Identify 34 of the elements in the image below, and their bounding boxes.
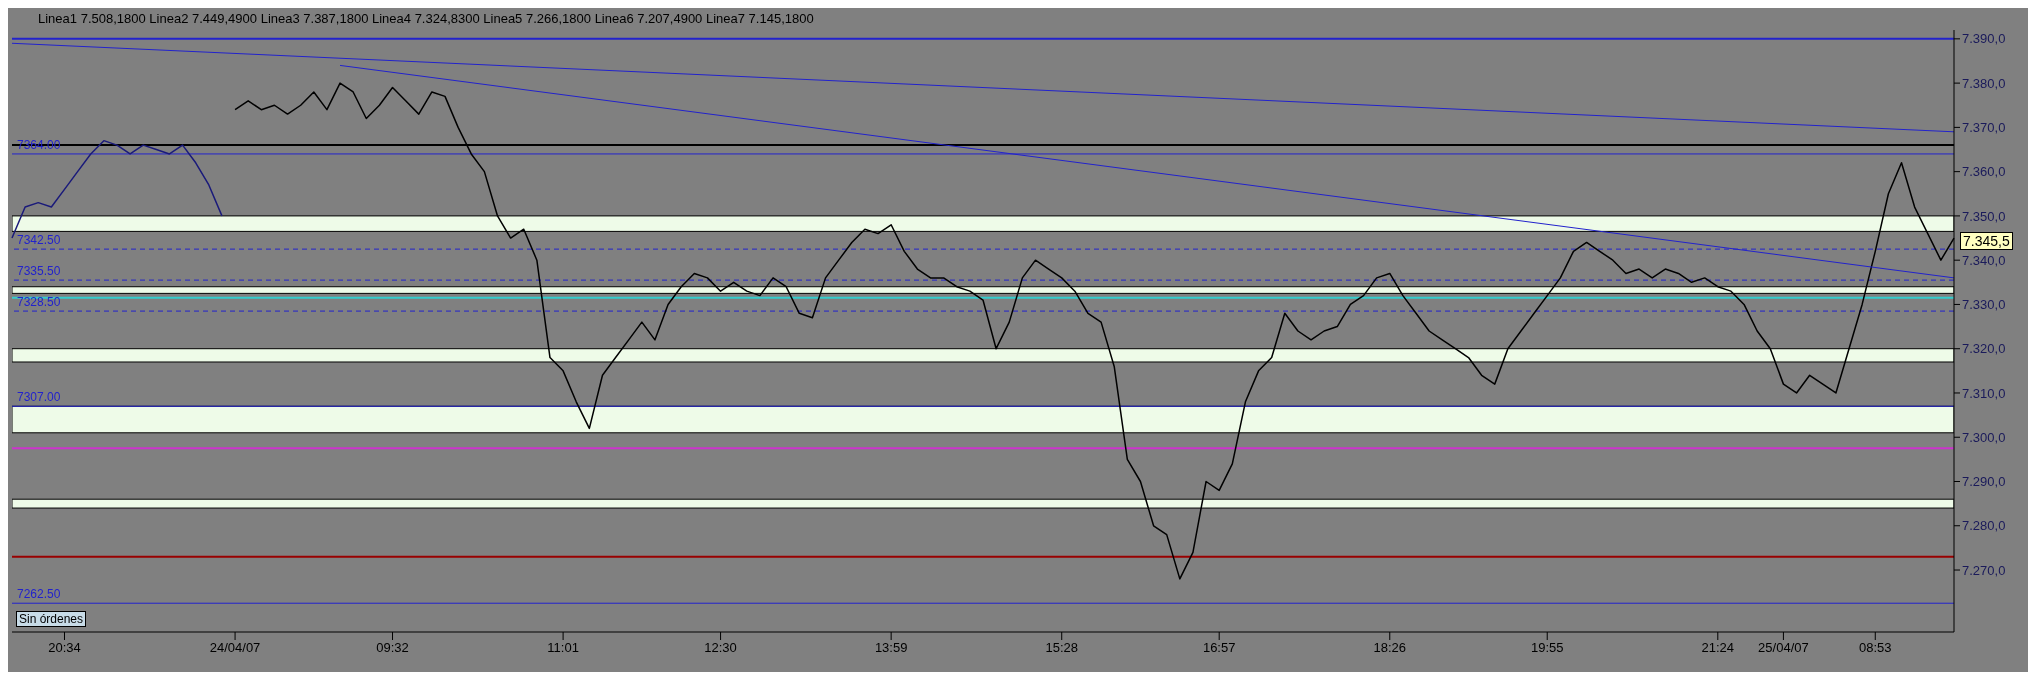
y-tick-label: 7.290,0 [1962,474,2006,490]
x-tick-label: 20:34 [48,640,81,655]
y-tick-label: 7.370,0 [1962,120,2006,135]
y-tick-label: 7.310,0 [1962,385,2006,401]
y-tick-label: 7.380,0 [1962,75,2006,91]
x-tick-label: 15:28 [1045,640,1078,655]
y-tick-label: 7.270,0 [1962,562,2006,578]
y-tick-label: 7.350,0 [1962,208,2006,224]
x-tick-label: 13:59 [874,640,908,655]
ref-line-label: 7342.50 [17,233,61,248]
ref-line-label: 7307.00 [17,390,61,405]
x-tick-label: 08:53 [1859,640,1892,655]
y-tick-label: 7.340,0 [1962,252,2006,268]
x-tick-label: 21:24 [1701,640,1735,655]
y-tick-label: 7.300,0 [1962,429,2006,445]
text: 7.345,5 [1960,232,2013,250]
ref-line-label: 7335.50 [17,264,61,279]
annotation: Sin órdenes [16,611,87,627]
y-tick-label: 7.390,0 [1962,31,2006,47]
y-tick-label: 7.280,0 [1962,518,2006,534]
y-tick-label: 7.330,0 [1962,297,2006,313]
x-tick-label: 25/04/07 [1758,640,1809,655]
y-tick-label: 7.320,0 [1962,341,2006,357]
x-tick-label: 19:55 [1530,640,1564,655]
x-tick-label: 24/04/07 [209,640,261,655]
x-tick-label: 09:32 [376,640,409,655]
y-tick-label: 7.360,0 [1962,164,2006,180]
ref-line-label: 7262.50 [17,587,61,602]
ref-line-label: 7328.50 [17,295,61,310]
x-tick-label: 16:57 [1202,640,1236,655]
x-tick-label: 11:01 [547,640,579,655]
x-tick-label: 18:26 [1373,640,1407,655]
text: Linea1 7.508,1800 Linea2 7.449,4900 Linea3 7.387,1800 Linea4 7.324,8300 Linea5 7.266,1800 Linea6 7.207,4900 Linea7 7.145,1800 [38,11,814,26]
x-tick-label: 12:30 [704,640,737,655]
